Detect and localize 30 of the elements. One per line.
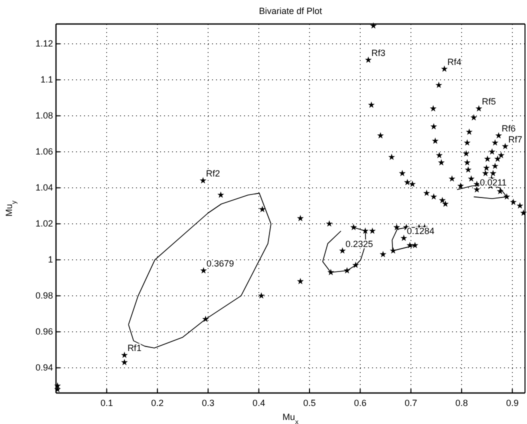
- x-tick-label: 0.9: [506, 398, 519, 408]
- y-tick-label: 0.94: [35, 362, 53, 373]
- y-tick-label: 1.12: [35, 38, 53, 49]
- x-tick-label: 0.7: [404, 398, 418, 408]
- annotation: Rf6: [502, 124, 516, 134]
- annotation: 0.3679: [206, 258, 234, 269]
- annotation: Rf5: [482, 96, 496, 107]
- y-tick-label: 1.02: [35, 218, 53, 229]
- x-tick-label: 0.5: [303, 398, 316, 408]
- y-tick-label: 0.98: [35, 290, 53, 301]
- annotation: Rf3: [371, 48, 386, 58]
- y-tick-label: 1.1: [40, 74, 53, 85]
- y-tick-label: 1.04: [35, 182, 53, 193]
- annotation: Rf4: [447, 57, 462, 67]
- y-tick-label: 1: [48, 254, 53, 265]
- chart-title: Bivariate df Plot: [258, 6, 323, 16]
- x-axis-title: Mu$_{x}$: [282, 412, 300, 424]
- y-tick-label: 0.96: [35, 326, 53, 337]
- x-tick-label: 0.8: [455, 398, 468, 408]
- x-tick-label: 0.4: [252, 398, 266, 408]
- x-tick-label: 0.3: [202, 398, 214, 408]
- annotation: Rf1: [127, 343, 142, 354]
- annotation: Rf2: [206, 168, 220, 179]
- y-tick-label: 1.06: [35, 146, 53, 157]
- x-tick-label: 0.1: [100, 398, 113, 408]
- annotation: 0.1284: [406, 226, 434, 236]
- y-tick-label: 1.08: [35, 110, 53, 121]
- annotation: Rf7: [508, 134, 522, 144]
- x-tick-label: 0.6: [354, 398, 366, 408]
- x-tick-label: 0.2: [151, 398, 164, 408]
